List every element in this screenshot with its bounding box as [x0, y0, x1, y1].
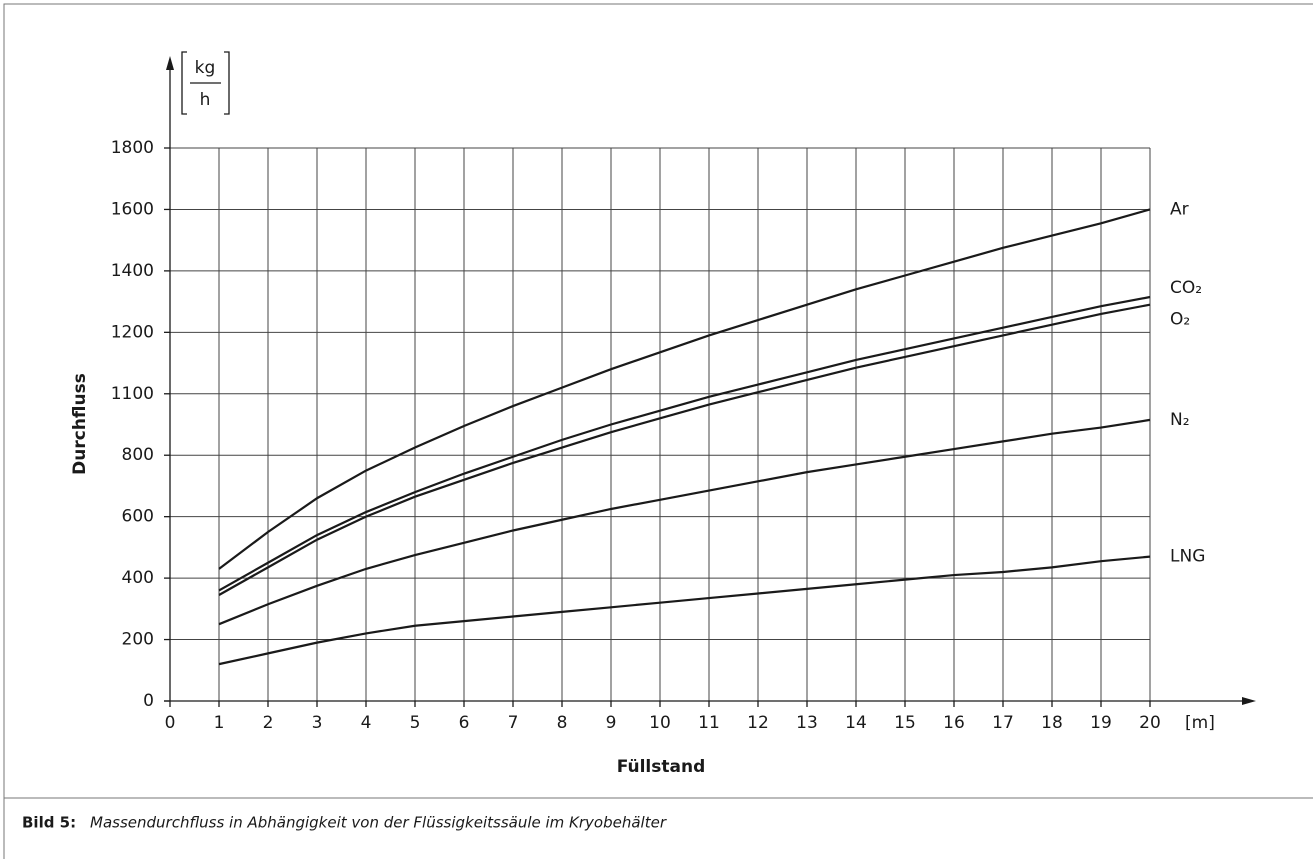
y-tick-label: 0: [143, 691, 154, 711]
series-label: O₂: [1170, 310, 1190, 330]
y-tick-label: 200: [122, 630, 154, 650]
x-tick-label: 6: [459, 713, 470, 733]
y-tick-label: 600: [122, 507, 154, 527]
y-unit: kg h: [181, 51, 230, 115]
series-line: [218, 555, 1151, 666]
caption-label: Bild 5:: [22, 814, 76, 832]
series-line: [218, 295, 1151, 592]
series-line: [218, 208, 1151, 570]
y-tick-label: 400: [122, 568, 154, 588]
y-tick-label: 1400: [111, 261, 154, 281]
y-tick-label: 1600: [111, 199, 154, 219]
y-tick-label: 1100: [111, 384, 154, 404]
x-tick-label: 10: [649, 713, 671, 733]
x-tick-label: 0: [165, 713, 176, 733]
y-axis-label: Durchfluss: [70, 373, 90, 475]
x-axis-label: Füllstand: [617, 757, 706, 777]
series-line: [218, 418, 1151, 626]
x-tick-label: 8: [557, 713, 568, 733]
x-tick-label: 1: [214, 713, 225, 733]
x-tick-label: 4: [361, 713, 372, 733]
x-tick-label: 13: [796, 713, 818, 733]
x-tick-label: 11: [698, 713, 720, 733]
x-tick-label: 12: [747, 713, 769, 733]
x-tick-label: 2: [263, 713, 274, 733]
x-unit: [m]: [1185, 713, 1215, 733]
series-label: N₂: [1170, 410, 1190, 430]
series-label: LNG: [1170, 547, 1205, 567]
x-tick-label: 15: [894, 713, 916, 733]
x-tick-label: 14: [845, 713, 867, 733]
x-tick-label: 17: [992, 713, 1014, 733]
y-unit-numerator: kg: [195, 58, 216, 78]
x-axis-arrow: [1242, 697, 1256, 705]
series-label: CO₂: [1170, 278, 1202, 298]
x-tick-label: 3: [312, 713, 323, 733]
x-tick-label: 20: [1139, 713, 1161, 733]
series-label: Ar: [1170, 199, 1189, 219]
series-line: [218, 303, 1151, 596]
x-tick-label: 5: [410, 713, 421, 733]
x-tick-label: 7: [508, 713, 519, 733]
caption: Massendurchfluss in Abhängigkeit von der…: [90, 814, 667, 832]
x-tick-label: 19: [1090, 713, 1112, 733]
x-tick-label: 18: [1041, 713, 1063, 733]
x-tick-label: 9: [606, 713, 617, 733]
unit-bracket: [181, 51, 230, 115]
frame: [3, 3, 1313, 859]
y-tick-label: 1800: [111, 138, 154, 158]
y-unit-denominator: h: [200, 90, 211, 110]
x-tick-label: 16: [943, 713, 965, 733]
y-axis-arrow: [166, 56, 174, 70]
y-tick-label: 800: [122, 445, 154, 465]
y-tick-label: 1200: [111, 322, 154, 342]
